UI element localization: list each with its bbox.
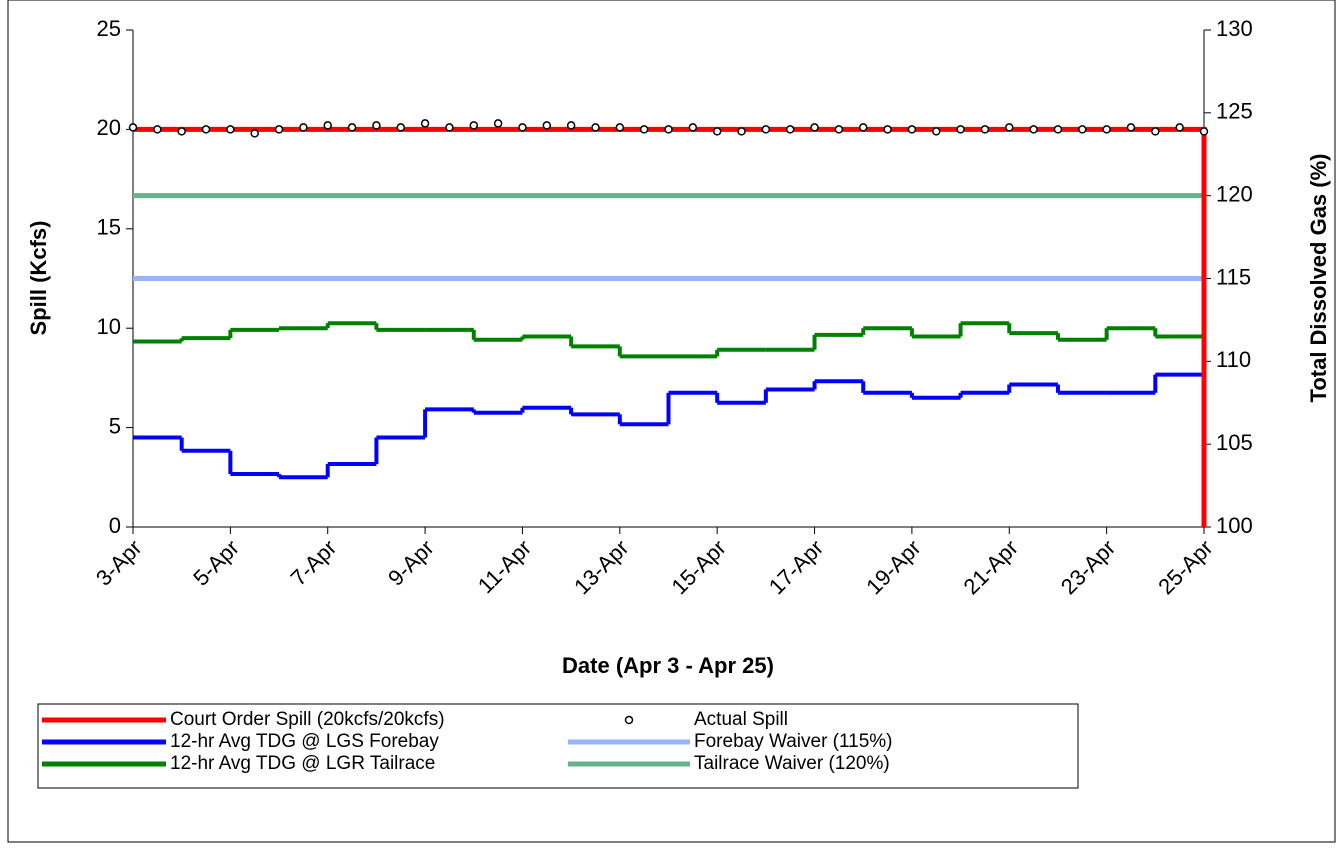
y2-axis-title: Total Dissolved Gas (%) (1306, 154, 1331, 403)
actual-spill-point (420, 119, 430, 128)
y2-tick-label: 115 (1216, 264, 1251, 289)
actual-spill-point (1029, 125, 1038, 134)
actual-spill-point (1102, 125, 1111, 134)
actual-spill-point (396, 123, 405, 132)
y-axis-title: Spill (Kcfs) (26, 221, 51, 336)
actual-spill-point (810, 123, 819, 132)
actual-spill-point (664, 125, 673, 134)
actual-spill-point (518, 123, 527, 132)
actual-spill-point (956, 125, 965, 134)
actual-spill-point (128, 123, 138, 132)
y2-tick-label: 130 (1216, 16, 1253, 41)
actual-spill-point (615, 123, 625, 132)
actual-spill-point (1175, 123, 1184, 132)
y2-tick-label: 100 (1216, 513, 1253, 538)
chart-frame (7, 0, 1336, 843)
y2-tick-label: 125 (1216, 99, 1253, 124)
y-tick-label: 5 (109, 413, 121, 438)
actual-spill-point (177, 127, 186, 136)
actual-spill-point (1126, 123, 1136, 132)
y2-tick-label: 110 (1216, 347, 1251, 372)
actual-spill-point (299, 123, 308, 132)
actual-spill-point (153, 125, 162, 134)
y-tick-label: 25 (97, 16, 121, 41)
legend-box (37, 703, 1079, 789)
legend-label: 12-hr Avg TDG @ LGS Forebay (170, 731, 439, 752)
actual-spill-point (201, 125, 211, 134)
y2-tick-label: 105 (1216, 430, 1253, 455)
legend-label: Forebay Waiver (115%) (694, 731, 893, 752)
actual-spill-point (1078, 125, 1087, 134)
actual-spill-point (250, 129, 259, 138)
y-tick-label: 20 (97, 115, 121, 140)
actual-spill-point (323, 121, 332, 130)
legend-marker (624, 715, 634, 725)
x-axis-title: Date (Apr 3 - Apr 25) (562, 653, 774, 678)
actual-spill-point (1053, 125, 1063, 134)
actual-spill-point (834, 125, 844, 134)
actual-spill-point (980, 125, 990, 134)
actual-spill-point (737, 127, 746, 136)
actual-spill-point (445, 123, 454, 132)
actual-spill-point (761, 125, 771, 134)
legend-label: Actual Spill (694, 709, 788, 730)
actual-spill-point (347, 123, 357, 132)
actual-spill-point (469, 121, 479, 130)
actual-spill-point (1151, 127, 1160, 136)
actual-spill-point (542, 121, 552, 130)
actual-spill-point (712, 127, 722, 136)
actual-spill-point (858, 123, 868, 132)
y-tick-label: 0 (109, 513, 121, 538)
actual-spill-point (785, 125, 795, 134)
actual-spill-point (591, 123, 600, 132)
actual-spill-point (688, 123, 698, 132)
actual-spill-point (226, 125, 235, 134)
legend-label: 12-hr Avg TDG @ LGR Tailrace (170, 753, 435, 774)
actual-spill-point (493, 119, 503, 128)
legend-label: Tailrace Waiver (120%) (694, 753, 890, 774)
legend-label: Court Order Spill (20kcfs/20kcfs) (170, 709, 445, 730)
y2-tick-label: 120 (1216, 181, 1253, 206)
actual-spill-point (566, 121, 576, 130)
actual-spill-point (883, 125, 892, 134)
actual-spill-point (639, 125, 649, 134)
actual-spill-point (1005, 123, 1014, 132)
actual-spill-point (274, 125, 284, 134)
y-tick-label: 15 (97, 215, 121, 240)
y-tick-label: 10 (97, 314, 121, 339)
actual-spill-point (372, 121, 381, 130)
actual-spill-point (907, 125, 917, 134)
actual-spill-point (932, 127, 941, 136)
actual-spill-point (1199, 127, 1209, 136)
